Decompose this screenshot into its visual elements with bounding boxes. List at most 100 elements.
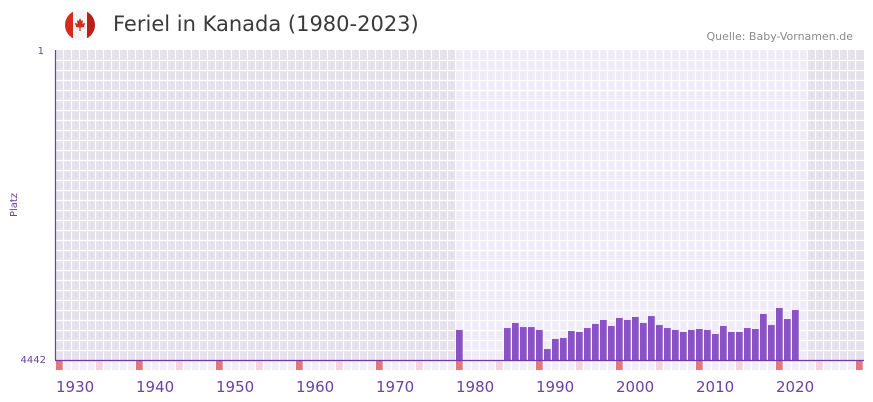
bar-2003 <box>640 323 647 360</box>
bar-2000 <box>616 317 623 360</box>
year-marker <box>720 361 727 370</box>
year-marker <box>224 361 231 370</box>
year-marker <box>200 361 207 370</box>
year-marker <box>120 361 127 370</box>
y-tick-top: 1 <box>38 46 44 57</box>
x-tick-label: 1970 <box>376 378 414 396</box>
year-marker <box>752 361 759 370</box>
bar-2021 <box>784 319 791 360</box>
bar-2018 <box>760 313 767 360</box>
year-marker <box>400 361 407 370</box>
year-marker <box>440 361 447 370</box>
year-marker <box>832 361 839 370</box>
decade-marker <box>776 361 783 370</box>
year-marker <box>384 361 391 370</box>
year-marker <box>448 361 455 370</box>
bar-1999 <box>608 326 615 360</box>
decade-marker <box>56 361 63 370</box>
year-marker <box>64 361 71 370</box>
year-marker <box>176 361 183 370</box>
year-marker <box>320 361 327 370</box>
year-marker <box>192 361 199 370</box>
year-marker <box>280 361 287 370</box>
bar-2005 <box>656 325 663 360</box>
year-marker <box>592 361 599 370</box>
year-marker <box>392 361 399 370</box>
year-marker <box>608 361 615 370</box>
x-tick-label: 1950 <box>216 378 254 396</box>
year-marker <box>808 361 815 370</box>
bar-2017 <box>752 329 759 360</box>
year-marker <box>664 361 671 370</box>
year-marker <box>488 361 495 370</box>
year-marker <box>816 361 823 370</box>
year-marker <box>576 361 583 370</box>
x-tick-label: 1990 <box>536 378 574 396</box>
year-marker <box>352 361 359 370</box>
bar-1994 <box>568 331 575 360</box>
x-tick-label: 1960 <box>296 378 334 396</box>
year-marker <box>600 361 607 370</box>
decade-marker <box>456 361 463 370</box>
bar-2006 <box>664 328 671 360</box>
x-tick-label: 2020 <box>776 378 814 396</box>
bar-2002 <box>632 317 639 360</box>
year-marker <box>648 361 655 370</box>
year-marker <box>208 361 215 370</box>
year-marker <box>528 361 535 370</box>
year-marker <box>368 361 375 370</box>
bar-1988 <box>520 327 527 360</box>
bar-2022 <box>792 310 799 360</box>
x-tick-label: 1980 <box>456 378 494 396</box>
bar-1992 <box>552 338 559 360</box>
bar-1998 <box>600 320 607 360</box>
x-tick-label: 2010 <box>696 378 734 396</box>
bar-1991 <box>544 349 551 360</box>
year-marker <box>624 361 631 370</box>
year-marker <box>336 361 343 370</box>
bar-2004 <box>648 316 655 360</box>
bar-2009 <box>688 329 695 360</box>
bar-1980 <box>456 329 463 360</box>
year-marker <box>112 361 119 370</box>
year-marker <box>824 361 831 370</box>
y-tick-bottom: 4442 <box>21 355 46 366</box>
year-marker <box>848 361 855 370</box>
year-marker <box>680 361 687 370</box>
bar-2011 <box>704 329 711 360</box>
year-marker <box>584 361 591 370</box>
bar-2014 <box>728 332 735 360</box>
decade-marker <box>856 361 863 370</box>
bar-1986 <box>504 328 511 360</box>
year-marker <box>480 361 487 370</box>
bar-2012 <box>712 334 719 360</box>
year-marker <box>184 361 191 370</box>
year-marker <box>744 361 751 370</box>
bar-2019 <box>768 325 775 360</box>
year-marker <box>168 361 175 370</box>
year-marker <box>432 361 439 370</box>
year-marker <box>736 361 743 370</box>
year-marker <box>568 361 575 370</box>
x-tick-label: 2000 <box>616 378 654 396</box>
year-marker <box>672 361 679 370</box>
year-marker <box>80 361 87 370</box>
year-marker <box>96 361 103 370</box>
year-marker <box>784 361 791 370</box>
year-marker <box>712 361 719 370</box>
year-marker <box>472 361 479 370</box>
year-marker <box>760 361 767 370</box>
year-marker <box>264 361 271 370</box>
year-marker <box>688 361 695 370</box>
bar-1987 <box>512 323 519 360</box>
year-marker <box>512 361 519 370</box>
source-credit: Quelle: Baby-Vornamen.de <box>706 30 853 43</box>
bar-2008 <box>680 332 687 360</box>
decade-marker <box>216 361 223 370</box>
bar-1995 <box>576 332 583 360</box>
year-marker <box>552 361 559 370</box>
year-marker <box>288 361 295 370</box>
year-marker <box>496 361 503 370</box>
year-marker <box>360 361 367 370</box>
